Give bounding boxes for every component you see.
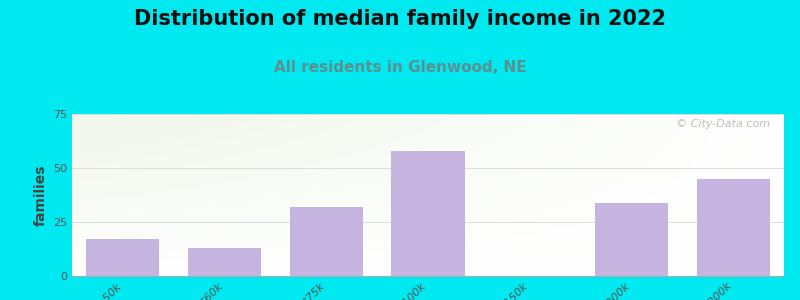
Bar (290, 207, 363, 276)
Text: Distribution of median family income in 2022: Distribution of median family income in … (134, 9, 666, 29)
Y-axis label: families: families (34, 164, 47, 226)
Text: All residents in Glenwood, NE: All residents in Glenwood, NE (274, 60, 526, 75)
Text: © City-Data.com: © City-Data.com (676, 119, 770, 129)
Bar (391, 151, 465, 276)
Bar (188, 248, 261, 276)
Bar (697, 179, 770, 276)
Bar (86, 239, 159, 276)
Bar (595, 202, 668, 276)
